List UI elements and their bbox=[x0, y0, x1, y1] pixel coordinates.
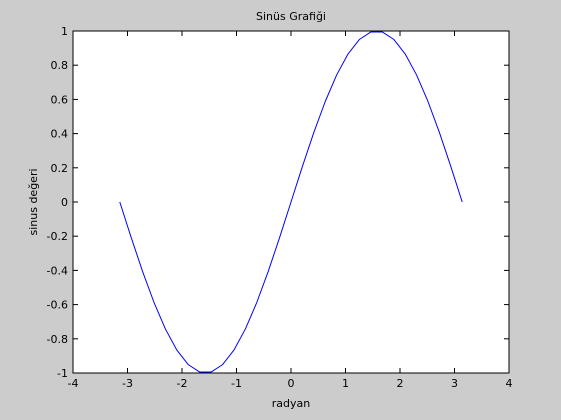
tick-marks bbox=[72, 30, 510, 374]
x-tick-label: -3 bbox=[122, 377, 133, 390]
tick-labels: -4 -3 -2 -1 0 1 2 3 4 -1 -0.8 -0.6 -0.4 -0.2 0 0.2 0.4 0.… bbox=[47, 25, 513, 390]
x-tick-label: 0 bbox=[288, 377, 295, 390]
y-tick-label: 1 bbox=[61, 25, 68, 38]
x-tick-label: 4 bbox=[506, 377, 513, 390]
x-axis-label: radyan bbox=[272, 397, 310, 410]
x-tick-label: 1 bbox=[342, 377, 349, 390]
x-tick-label: -2 bbox=[177, 377, 188, 390]
series-group bbox=[119, 31, 463, 373]
x-tick-label: 2 bbox=[397, 377, 404, 390]
y-tick-label: 0.4 bbox=[51, 128, 69, 141]
y-tick-label: -1 bbox=[57, 367, 68, 380]
x-tick-label: -4 bbox=[68, 377, 79, 390]
x-tick-label: -1 bbox=[231, 377, 242, 390]
y-tick-label: -0.2 bbox=[47, 230, 68, 243]
y-tick-label: -0.4 bbox=[47, 264, 68, 277]
y-tick-label: -0.8 bbox=[47, 333, 68, 346]
y-tick-label: 0.8 bbox=[51, 59, 69, 72]
y-tick-label: 0 bbox=[61, 196, 68, 209]
y-tick-label: 0.2 bbox=[51, 162, 69, 175]
sine-series-line bbox=[119, 31, 463, 373]
y-axis-label: sinus değeri bbox=[27, 168, 40, 235]
y-tick-label: 0.6 bbox=[51, 93, 69, 106]
x-tick-label: 3 bbox=[451, 377, 458, 390]
chart-title: Sinüs Grafiği bbox=[256, 10, 326, 23]
y-tick-label: -0.6 bbox=[47, 299, 68, 312]
